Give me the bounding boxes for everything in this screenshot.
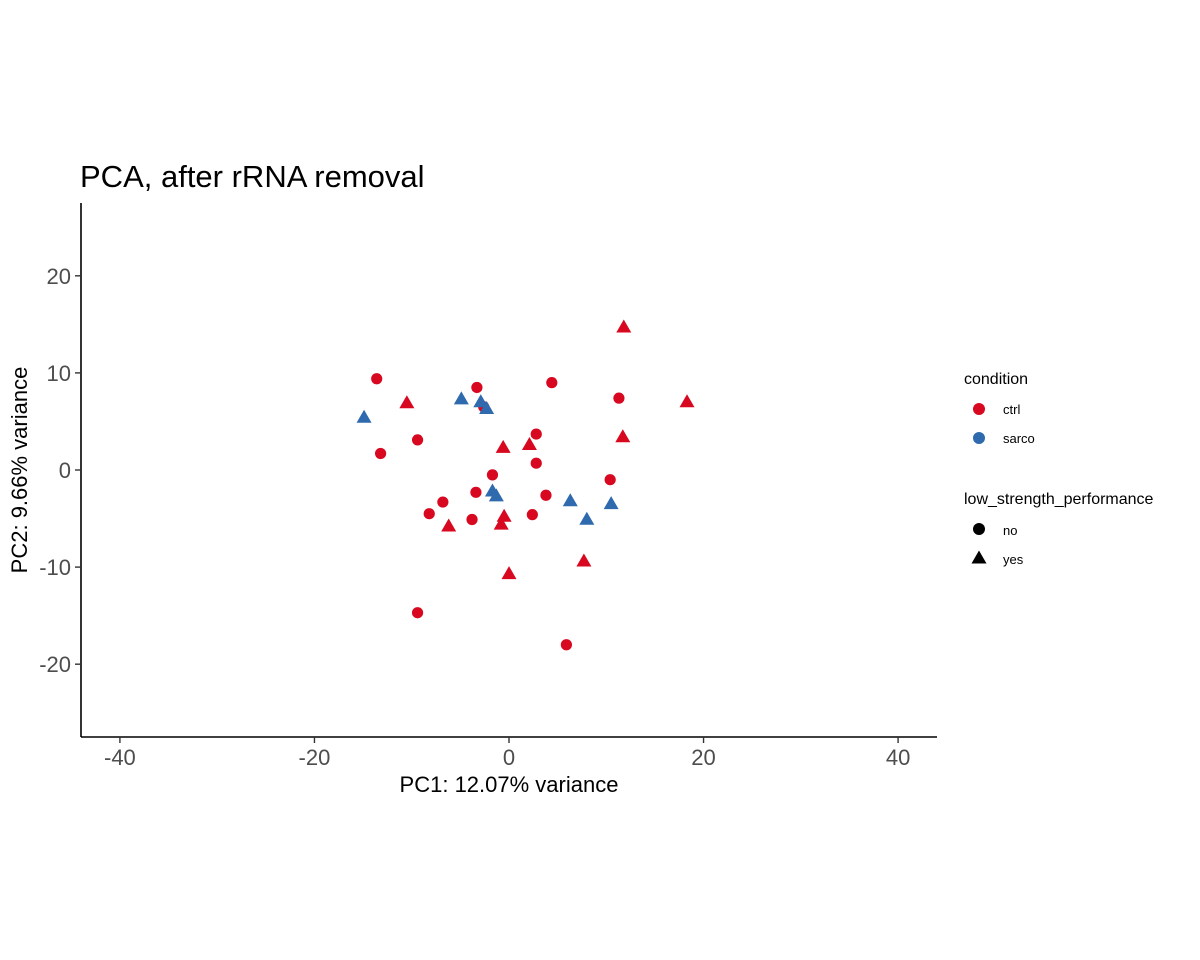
legend-shape-title: low_strength_performance xyxy=(964,491,1154,508)
data-point-circle xyxy=(486,469,499,481)
x-tick-label: 20 xyxy=(691,745,715,770)
data-point-triangle xyxy=(495,439,511,453)
data-points xyxy=(356,319,695,651)
legend-yes-key xyxy=(971,550,987,564)
data-point-circle xyxy=(560,639,572,651)
y-tick-label: 0 xyxy=(59,458,71,483)
y-axis-title: PC2: 9.66% variance xyxy=(7,367,32,574)
legend-sarco-label: sarco xyxy=(1003,431,1035,446)
data-point-triangle xyxy=(616,319,632,333)
data-point-circle xyxy=(546,377,558,389)
data-point-triangle xyxy=(679,394,695,408)
data-point-triangle xyxy=(488,488,504,502)
legend-no-label: no xyxy=(1003,523,1017,538)
data-point-circle xyxy=(437,496,449,508)
y-axis-ticks: -20 -10 0 10 20 xyxy=(39,264,81,677)
legend-ctrl-key xyxy=(973,403,985,415)
data-point-circle xyxy=(470,486,482,498)
y-tick-label: 10 xyxy=(47,361,71,386)
x-axis-ticks: -40 -20 0 20 40 xyxy=(104,737,910,770)
data-point-circle xyxy=(371,373,383,385)
data-point-circle xyxy=(466,513,478,526)
legend-no-key xyxy=(973,523,985,535)
x-tick-label: -20 xyxy=(299,745,331,770)
data-point-triangle xyxy=(496,508,512,522)
data-point-circle xyxy=(526,509,538,521)
data-point-circle xyxy=(375,447,387,460)
data-point-triangle xyxy=(453,391,469,405)
legend-sarco-key xyxy=(973,432,985,444)
data-point-circle xyxy=(411,607,424,619)
data-point-triangle xyxy=(603,496,619,510)
data-point-triangle xyxy=(356,409,372,423)
data-point-triangle xyxy=(441,518,457,532)
data-point-triangle xyxy=(562,493,578,507)
data-point-triangle xyxy=(576,553,592,567)
data-point-circle xyxy=(411,434,424,446)
legend-condition-title: condition xyxy=(964,371,1028,388)
x-axis-title: PC1: 12.07% variance xyxy=(400,772,619,797)
data-point-triangle xyxy=(501,566,517,580)
chart-title: PCA, after rRNA removal xyxy=(80,159,425,194)
y-tick-label: 20 xyxy=(47,264,71,289)
data-point-triangle xyxy=(521,436,537,450)
data-point-circle xyxy=(471,381,483,394)
data-point-circle xyxy=(604,474,616,486)
data-point-triangle xyxy=(615,429,631,443)
data-point-circle xyxy=(530,457,542,469)
x-tick-label: 40 xyxy=(886,745,910,770)
data-point-triangle xyxy=(579,511,595,525)
data-point-circle xyxy=(613,392,625,404)
data-point-triangle xyxy=(399,395,415,409)
data-point-circle xyxy=(530,428,542,440)
legend: condition ctrl sarco low_strength_perfor… xyxy=(964,371,1154,567)
data-point-triangle xyxy=(473,394,489,408)
y-tick-label: -10 xyxy=(39,555,71,580)
legend-ctrl-label: ctrl xyxy=(1003,402,1020,417)
x-tick-label: -40 xyxy=(104,745,136,770)
data-point-circle xyxy=(540,489,552,501)
data-point-triangle xyxy=(479,401,495,415)
x-tick-label: 0 xyxy=(503,745,515,770)
data-point-triangle xyxy=(493,516,509,530)
data-point-circle xyxy=(423,508,435,520)
legend-yes-label: yes xyxy=(1003,552,1024,567)
y-tick-label: -20 xyxy=(39,652,71,677)
